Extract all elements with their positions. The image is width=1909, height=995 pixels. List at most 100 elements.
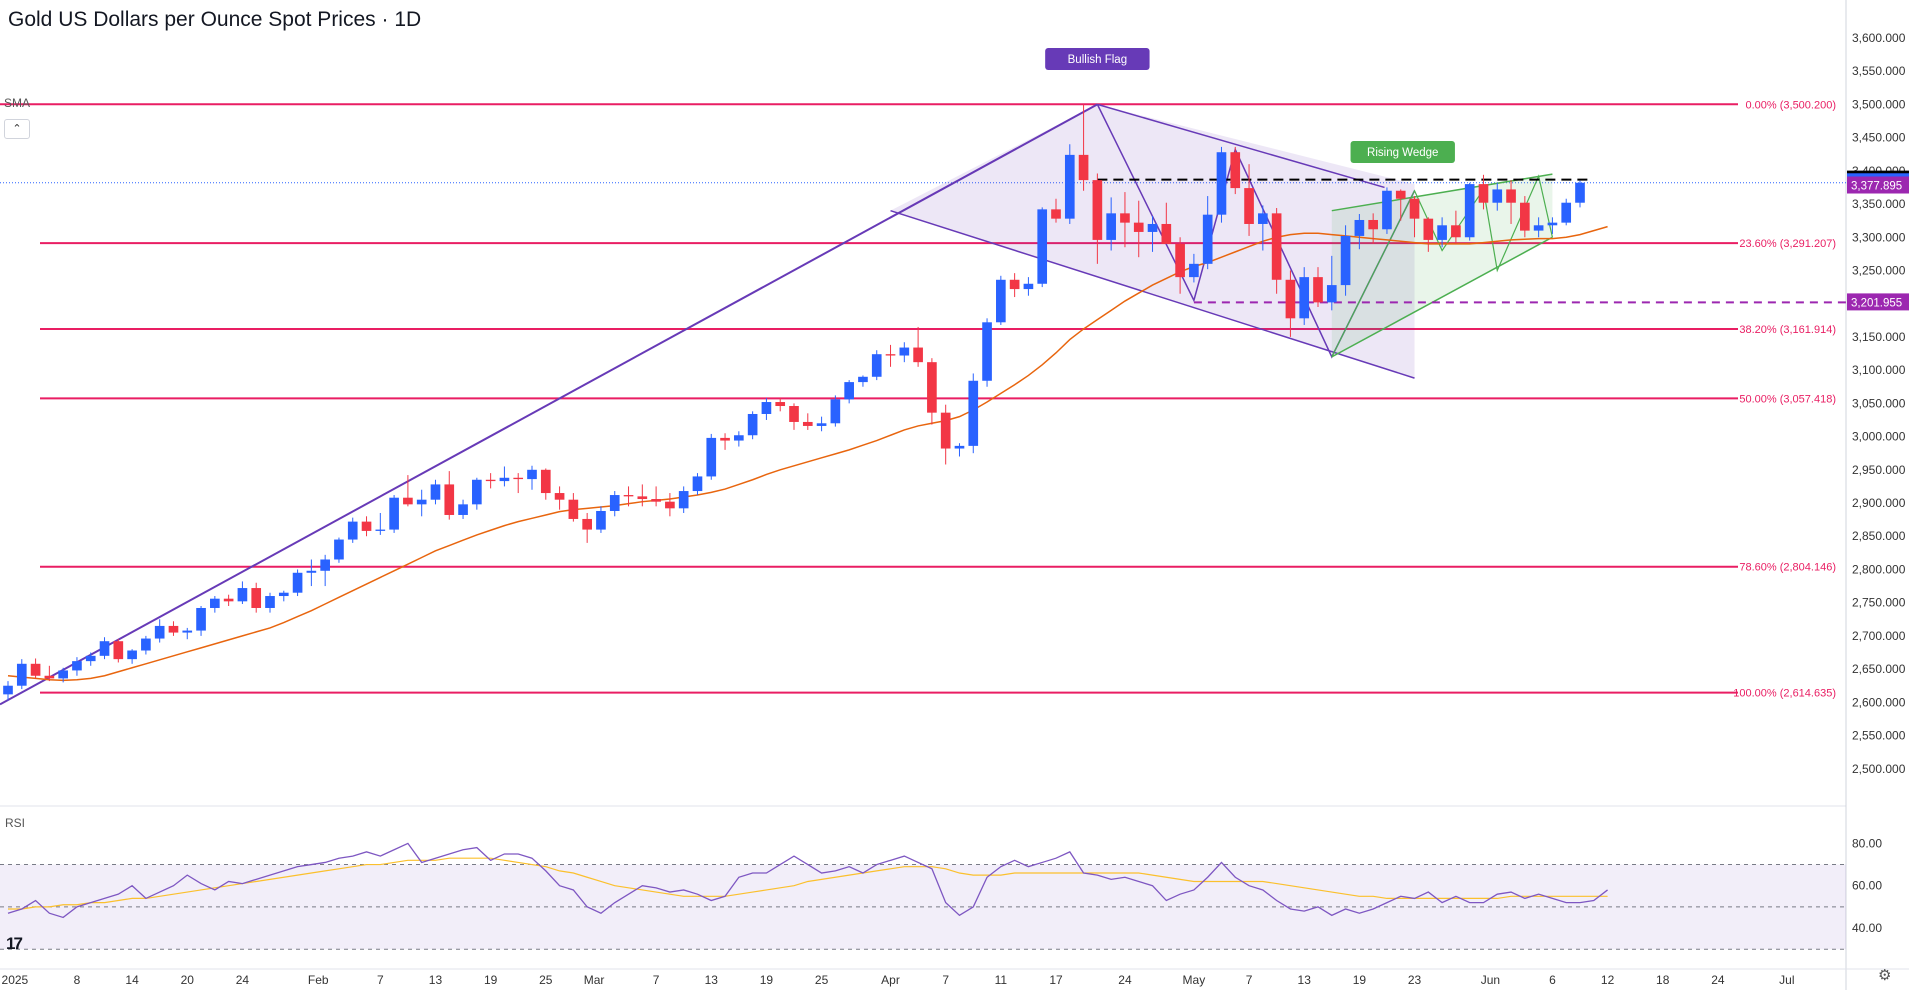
candle[interactable] xyxy=(678,486,689,513)
candle[interactable] xyxy=(1478,174,1489,210)
candle[interactable] xyxy=(1464,182,1475,241)
candle[interactable] xyxy=(609,491,620,517)
candle[interactable] xyxy=(485,473,496,489)
candle[interactable] xyxy=(347,517,358,543)
candle[interactable] xyxy=(30,658,41,679)
candle[interactable] xyxy=(444,471,455,520)
candle[interactable] xyxy=(1561,198,1572,226)
candle[interactable] xyxy=(1299,267,1310,325)
candle[interactable] xyxy=(996,275,1006,325)
candle[interactable] xyxy=(237,581,248,604)
candle[interactable] xyxy=(1051,198,1061,223)
candle[interactable] xyxy=(720,433,730,450)
candle[interactable] xyxy=(899,342,910,363)
candle[interactable] xyxy=(1575,180,1585,208)
candle[interactable] xyxy=(16,659,27,690)
candle[interactable] xyxy=(1078,104,1089,191)
candle[interactable] xyxy=(1547,217,1558,234)
candle[interactable] xyxy=(3,681,13,701)
candle[interactable] xyxy=(99,637,110,660)
candle[interactable] xyxy=(596,506,606,533)
candle[interactable] xyxy=(1244,164,1254,236)
candle[interactable] xyxy=(885,344,896,367)
candle[interactable] xyxy=(154,619,165,643)
candle[interactable] xyxy=(913,326,923,367)
candle[interactable] xyxy=(513,473,524,494)
candle[interactable] xyxy=(1133,200,1144,258)
candle[interactable] xyxy=(1230,146,1241,195)
candle[interactable] xyxy=(1009,273,1020,298)
candle[interactable] xyxy=(1092,173,1103,264)
candle[interactable] xyxy=(927,358,937,425)
wedge-lower-line[interactable] xyxy=(1331,236,1553,358)
candle[interactable] xyxy=(1340,225,1351,296)
candle[interactable] xyxy=(1285,270,1296,337)
candle[interactable] xyxy=(1409,196,1420,238)
candle[interactable] xyxy=(1423,217,1434,252)
candle[interactable] xyxy=(844,380,854,404)
candle[interactable] xyxy=(1533,217,1544,238)
candle[interactable] xyxy=(1023,277,1034,296)
candle[interactable] xyxy=(1120,192,1130,248)
candle[interactable] xyxy=(430,479,441,505)
candle[interactable] xyxy=(871,350,882,381)
candle[interactable] xyxy=(196,605,206,636)
candle[interactable] xyxy=(582,512,592,543)
candle[interactable] xyxy=(706,433,717,480)
candle[interactable] xyxy=(44,665,55,682)
candle[interactable] xyxy=(775,398,786,412)
candle[interactable] xyxy=(168,621,179,636)
candle[interactable] xyxy=(72,657,82,676)
candle[interactable] xyxy=(830,395,841,427)
candle[interactable] xyxy=(637,484,648,507)
candle[interactable] xyxy=(954,443,965,457)
candle[interactable] xyxy=(1382,187,1392,234)
candle[interactable] xyxy=(554,486,565,510)
candle[interactable] xyxy=(761,398,772,420)
candle[interactable] xyxy=(1202,196,1213,270)
candle[interactable] xyxy=(527,465,537,490)
rsi-line[interactable] xyxy=(7,842,1608,919)
candle[interactable] xyxy=(1175,237,1185,294)
candle[interactable] xyxy=(940,404,951,465)
candle[interactable] xyxy=(651,486,661,507)
candle[interactable] xyxy=(1354,214,1365,250)
candle[interactable] xyxy=(789,403,799,430)
candle[interactable] xyxy=(278,590,289,602)
candle[interactable] xyxy=(389,495,399,533)
candle[interactable] xyxy=(1106,197,1116,251)
candle[interactable] xyxy=(1271,208,1282,294)
candle[interactable] xyxy=(1368,213,1378,244)
pattern-label-box[interactable] xyxy=(1350,141,1455,163)
candle[interactable] xyxy=(1161,202,1172,244)
candle[interactable] xyxy=(361,516,372,537)
settings-gear-icon[interactable]: ⚙ xyxy=(1878,967,1892,984)
candle[interactable] xyxy=(375,512,386,535)
candle[interactable] xyxy=(58,667,68,683)
candle[interactable] xyxy=(1147,216,1158,252)
candle[interactable] xyxy=(265,592,275,613)
chevron-up-icon[interactable]: ⌃ xyxy=(4,119,30,139)
candle[interactable] xyxy=(113,639,124,663)
candle[interactable] xyxy=(692,473,703,496)
rsi-indicator-label[interactable]: RSI xyxy=(5,816,26,830)
candle[interactable] xyxy=(568,493,579,522)
candle[interactable] xyxy=(416,489,427,517)
candle[interactable] xyxy=(320,554,330,587)
candle[interactable] xyxy=(1395,189,1406,221)
candle[interactable] xyxy=(1506,180,1516,224)
candle[interactable] xyxy=(472,477,482,510)
candle[interactable] xyxy=(1326,255,1337,311)
candle[interactable] xyxy=(968,373,979,454)
candle[interactable] xyxy=(334,537,344,563)
candle[interactable] xyxy=(1313,267,1323,308)
candle[interactable] xyxy=(1451,210,1461,244)
candle[interactable] xyxy=(1064,144,1075,224)
candle[interactable] xyxy=(1437,217,1447,248)
candle[interactable] xyxy=(982,318,992,387)
candle[interactable] xyxy=(141,635,151,655)
candle[interactable] xyxy=(210,596,220,613)
candle[interactable] xyxy=(251,582,262,613)
